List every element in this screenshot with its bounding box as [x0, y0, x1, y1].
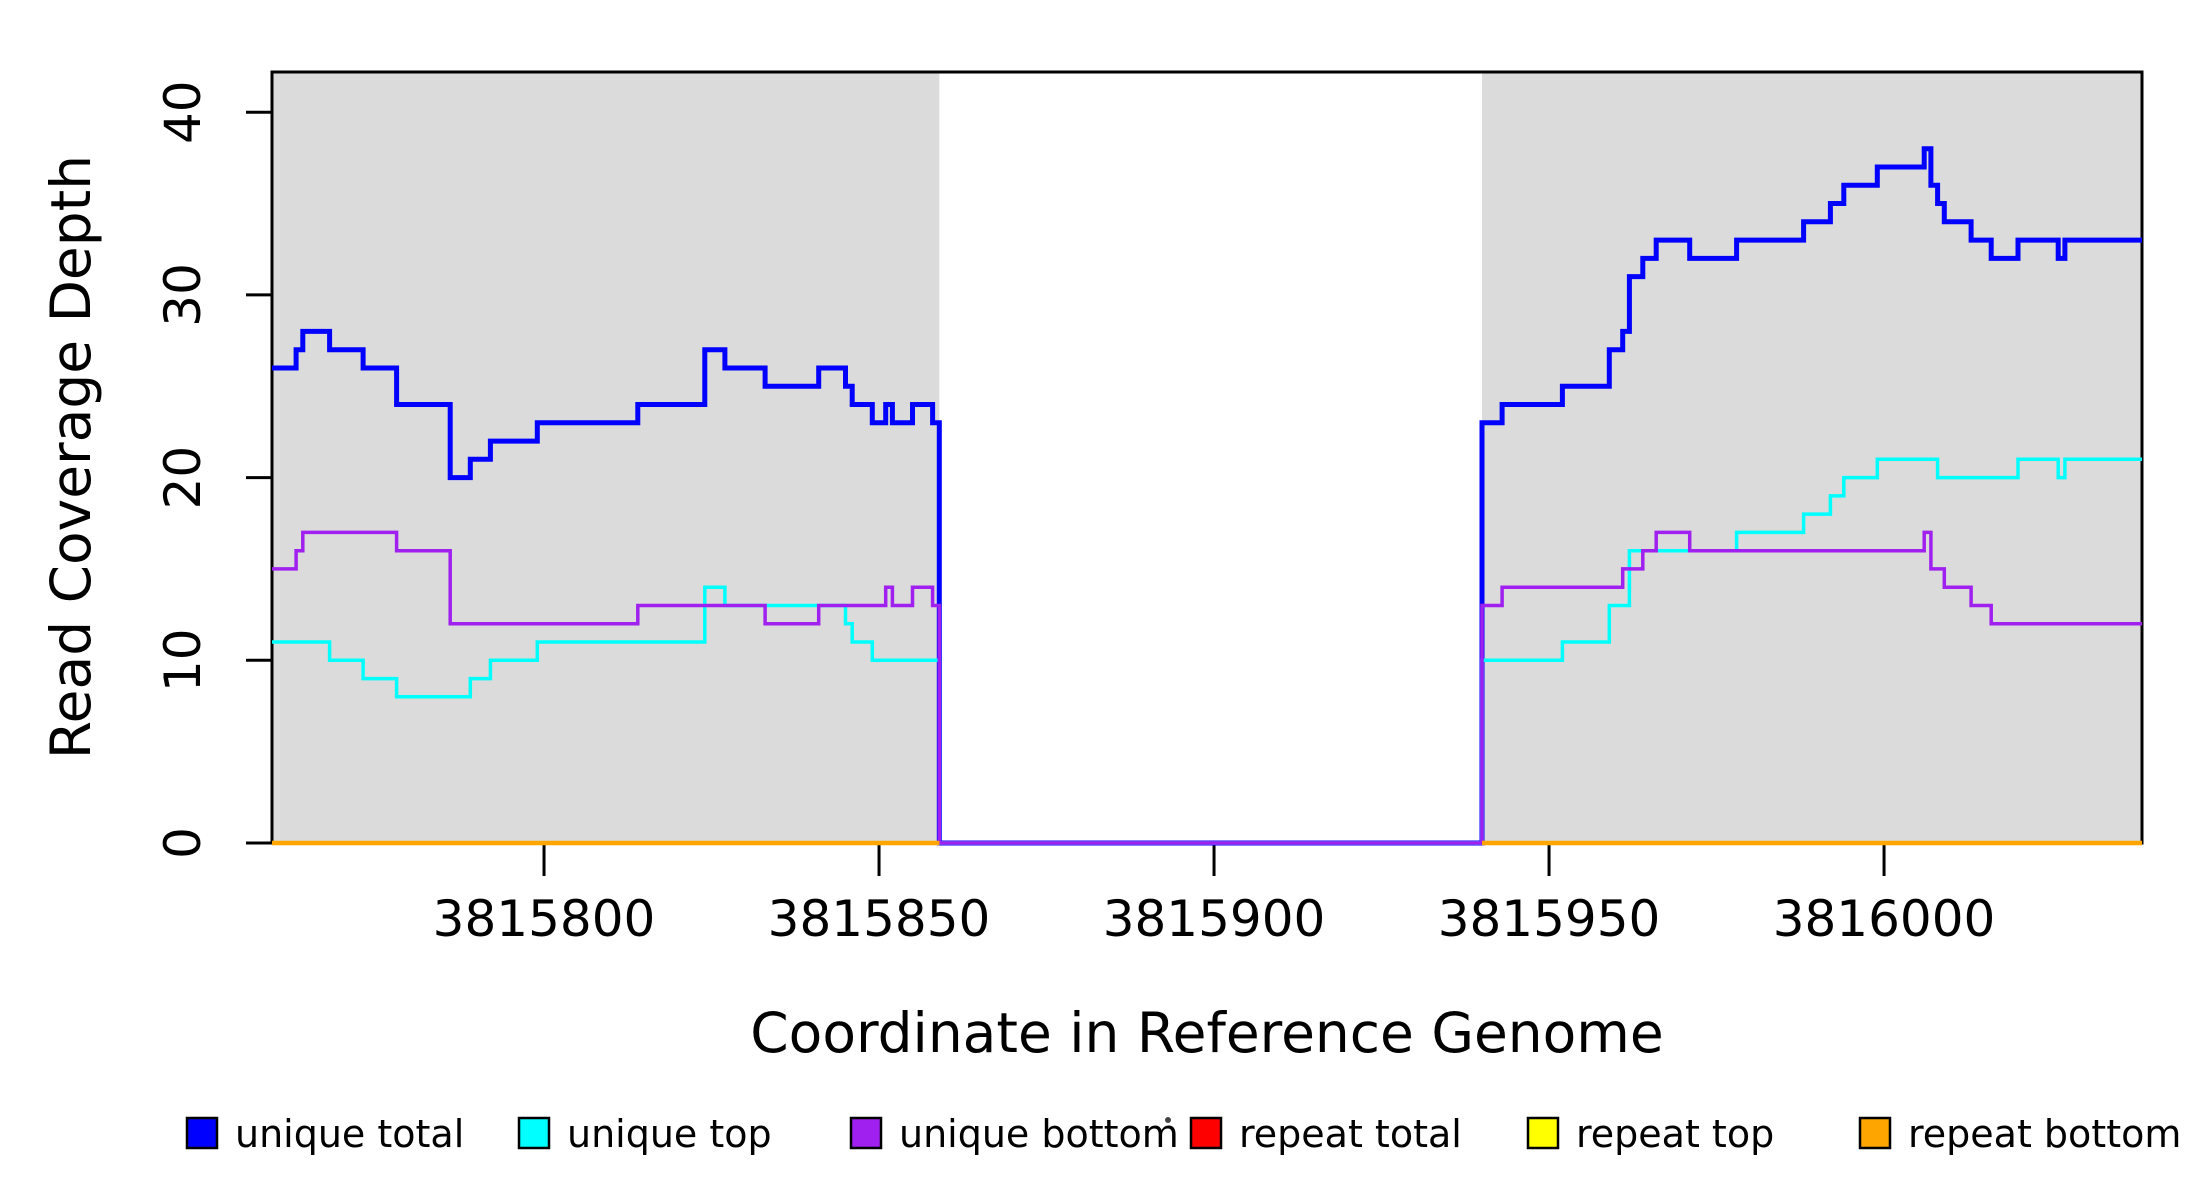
y-tick-label-40: 40 [154, 80, 212, 144]
y-tick-label-20: 20 [154, 446, 212, 510]
legend-swatch-repeat-top [1526, 1116, 1560, 1150]
shaded-regions [272, 72, 2142, 843]
stray-dot-artifact [1165, 1117, 1171, 1123]
series-lines [272, 146, 2142, 846]
legend-item-repeat-total: repeat total [1189, 1112, 1462, 1156]
legend-label-repeat-total: repeat total [1239, 1112, 1462, 1156]
y-axis-title: Read Coverage Depth [39, 155, 103, 759]
legend-swatch-repeat-bottom [1858, 1116, 1892, 1150]
x-tick-label-3815850: 3815850 [768, 890, 991, 948]
x-tick-label-3815900: 3815900 [1103, 890, 1326, 948]
legend-label-repeat-bottom: repeat bottom [1908, 1112, 2181, 1156]
legend-label-unique-top: unique top [567, 1112, 772, 1156]
legend-item-unique-bottom: unique bottom [849, 1112, 1179, 1156]
legend-item-repeat-bottom: repeat bottom [1858, 1112, 2181, 1156]
legend-swatch-repeat-total [1189, 1116, 1223, 1150]
legend-item-repeat-top: repeat top [1526, 1112, 1774, 1156]
legend-item-unique-total: unique total [185, 1112, 464, 1156]
legend-label-unique-bottom: unique bottom [899, 1112, 1179, 1156]
legend-item-unique-top: unique top [517, 1112, 772, 1156]
legend-label-repeat-top: repeat top [1576, 1112, 1774, 1156]
series-line-unique-bottom [272, 530, 2142, 845]
legend-label-unique-total: unique total [235, 1112, 464, 1156]
y-tick-label-30: 30 [154, 263, 212, 327]
y-tick-label-10: 10 [154, 628, 212, 692]
legend: unique total unique top unique bottom repea… [185, 1112, 2181, 1156]
shaded-region-2 [1482, 72, 2142, 843]
y-tick-label-0: 0 [154, 827, 212, 859]
legend-swatch-unique-top [517, 1116, 551, 1150]
legend-swatch-unique-bottom [849, 1116, 883, 1150]
legend-swatch-unique-total [185, 1116, 219, 1150]
x-axis-title: Coordinate in Reference Genome [750, 1001, 1663, 1065]
axes: 0 10 20 30 40 3815800 3815850 3815900 3815950 381… [154, 80, 1995, 948]
shaded-region-1 [272, 72, 940, 843]
x-tick-label-3815800: 3815800 [433, 890, 656, 948]
x-tick-label-3815950: 3815950 [1438, 890, 1661, 948]
x-tick-label-3816000: 3816000 [1773, 890, 1996, 948]
